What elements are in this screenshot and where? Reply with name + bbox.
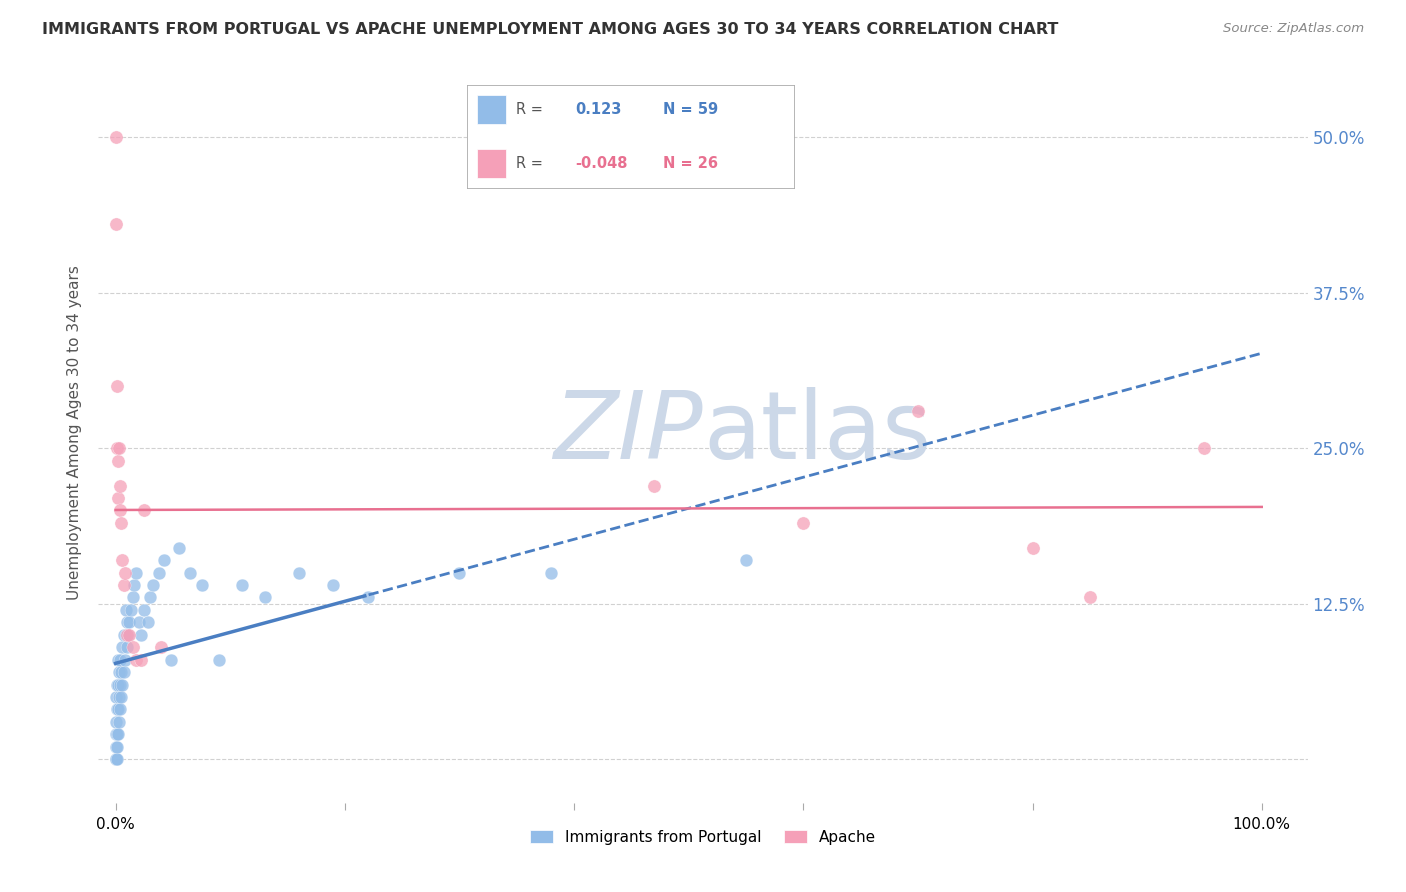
Point [115, 603, 138, 617]
Point [134, 603, 156, 617]
Point [115, 628, 138, 642]
Point [104, 130, 127, 145]
Point [735, 553, 758, 567]
Y-axis label: Unemployment Among Ages 30 to 34 years: Unemployment Among Ages 30 to 34 years [67, 265, 83, 600]
Point [118, 615, 141, 630]
Point [108, 702, 131, 716]
Point [643, 478, 665, 492]
Point [288, 566, 311, 580]
Point [139, 591, 162, 605]
Point [104, 217, 127, 231]
Point [129, 628, 152, 642]
Point [111, 677, 134, 691]
Point [111, 640, 134, 655]
Point [104, 727, 127, 741]
Point [1021, 541, 1043, 555]
Point [105, 752, 128, 766]
Point [110, 690, 132, 704]
Point [105, 379, 128, 393]
Point [108, 690, 131, 704]
Point [117, 628, 139, 642]
Point [125, 653, 148, 667]
Point [107, 702, 129, 716]
Point [112, 628, 135, 642]
Legend: Immigrants from Portugal, Apache: Immigrants from Portugal, Apache [523, 823, 883, 851]
Point [115, 640, 138, 655]
Point [105, 727, 128, 741]
Point [792, 516, 814, 530]
Point [148, 566, 170, 580]
Point [1078, 591, 1101, 605]
Point [110, 516, 132, 530]
Point [112, 578, 135, 592]
Point [125, 566, 148, 580]
Text: ZIP: ZIP [554, 387, 703, 478]
Point [179, 566, 201, 580]
Point [107, 491, 129, 505]
Point [322, 578, 344, 592]
Text: Source: ZipAtlas.com: Source: ZipAtlas.com [1223, 22, 1364, 36]
Point [107, 453, 129, 467]
Point [104, 752, 127, 766]
Point [114, 566, 136, 580]
Point [104, 714, 127, 729]
Point [357, 591, 380, 605]
Point [129, 653, 152, 667]
Point [136, 615, 159, 630]
Point [108, 677, 131, 691]
Point [112, 665, 135, 680]
Point [108, 441, 131, 455]
Point [121, 640, 143, 655]
Point [108, 714, 131, 729]
Point [152, 553, 174, 567]
Point [105, 441, 128, 455]
Point [118, 628, 141, 642]
Point [107, 727, 129, 741]
Point [1194, 441, 1216, 455]
Point [110, 665, 132, 680]
Point [122, 578, 145, 592]
Point [253, 591, 276, 605]
Point [114, 653, 136, 667]
Point [120, 603, 142, 617]
Point [108, 665, 131, 680]
Point [108, 653, 131, 667]
Point [108, 478, 131, 492]
Text: atlas: atlas [703, 386, 931, 479]
Point [208, 653, 231, 667]
Point [150, 640, 173, 655]
Point [105, 739, 128, 754]
Point [108, 503, 131, 517]
Point [105, 702, 128, 716]
Point [190, 578, 212, 592]
Point [128, 615, 150, 630]
Point [449, 566, 471, 580]
Point [540, 566, 562, 580]
Point [107, 677, 129, 691]
Point [231, 578, 253, 592]
Point [134, 503, 156, 517]
Text: IMMIGRANTS FROM PORTUGAL VS APACHE UNEMPLOYMENT AMONG AGES 30 TO 34 YEARS CORREL: IMMIGRANTS FROM PORTUGAL VS APACHE UNEMP… [42, 22, 1059, 37]
Point [115, 628, 138, 642]
Point [121, 591, 143, 605]
Point [115, 615, 138, 630]
Point [105, 677, 128, 691]
Point [159, 653, 181, 667]
Point [111, 553, 134, 567]
Point [104, 739, 127, 754]
Point [104, 752, 127, 766]
Point [907, 404, 929, 418]
Point [142, 578, 165, 592]
Point [107, 653, 129, 667]
Point [167, 541, 190, 555]
Point [104, 690, 127, 704]
